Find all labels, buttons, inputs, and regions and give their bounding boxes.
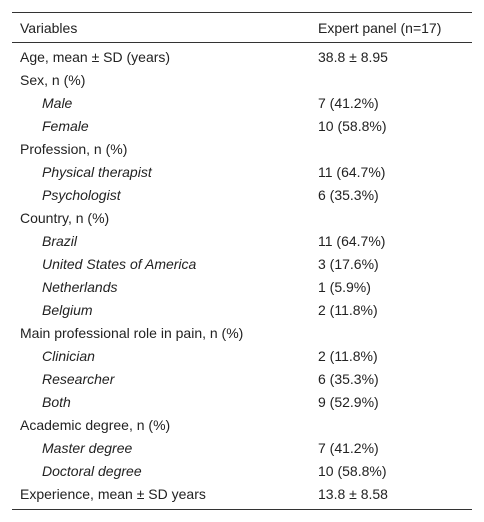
sub-label: Psychologist [42,187,121,203]
sub-value: 1 (5.9%) [318,279,371,295]
row-label: Main professional role in pain, n (%) [20,325,244,341]
sub-value: 3 (17.6%) [318,256,379,272]
sub-label: Female [42,118,89,134]
sub-value: 6 (35.3%) [318,371,379,387]
header-cell: Variables [20,20,78,36]
sub-label: Researcher [42,371,115,387]
sub-value: 10 (58.8%) [318,118,387,134]
sub-label: Master degree [42,440,133,456]
row-label: Experience, mean ± SD years [20,486,206,502]
sub-label: Netherlands [42,279,118,295]
sub-label: Male [42,95,73,111]
row-label: Academic degree, n (%) [20,417,171,433]
sub-label: Both [42,394,71,410]
sub-label: Doctoral degree [42,463,142,479]
sub-value: 10 (58.8%) [318,463,387,479]
sub-value: 11 (64.7%) [318,233,386,249]
row-label: Country, n (%) [20,210,110,226]
sub-value: 7 (41.2%) [318,95,379,111]
sub-label: Belgium [42,302,93,318]
sub-value: 2 (11.8%) [318,348,378,364]
sub-label: Brazil [42,233,78,249]
sub-label: Clinician [42,348,95,364]
sub-label: Physical therapist [42,164,152,180]
row-value: 13.8 ± 8.58 [318,486,388,502]
header-cell: Expert panel (n=17) [318,20,442,36]
row-label: Sex, n (%) [20,72,86,88]
sub-value: 7 (41.2%) [318,440,379,456]
sub-value: 11 (64.7%) [318,164,386,180]
row-value: 38.8 ± 8.95 [318,49,388,65]
row-label: Profession, n (%) [20,141,128,157]
sub-value: 6 (35.3%) [318,187,379,203]
sub-label: United States of America [42,256,197,272]
row-label: Age, mean ± SD (years) [20,49,171,65]
table: Variables Expert panel (n=17) Age, mean … [12,12,472,510]
sub-value: 9 (52.9%) [318,394,379,410]
sub-value: 2 (11.8%) [318,302,378,318]
header-rule [12,42,472,43]
